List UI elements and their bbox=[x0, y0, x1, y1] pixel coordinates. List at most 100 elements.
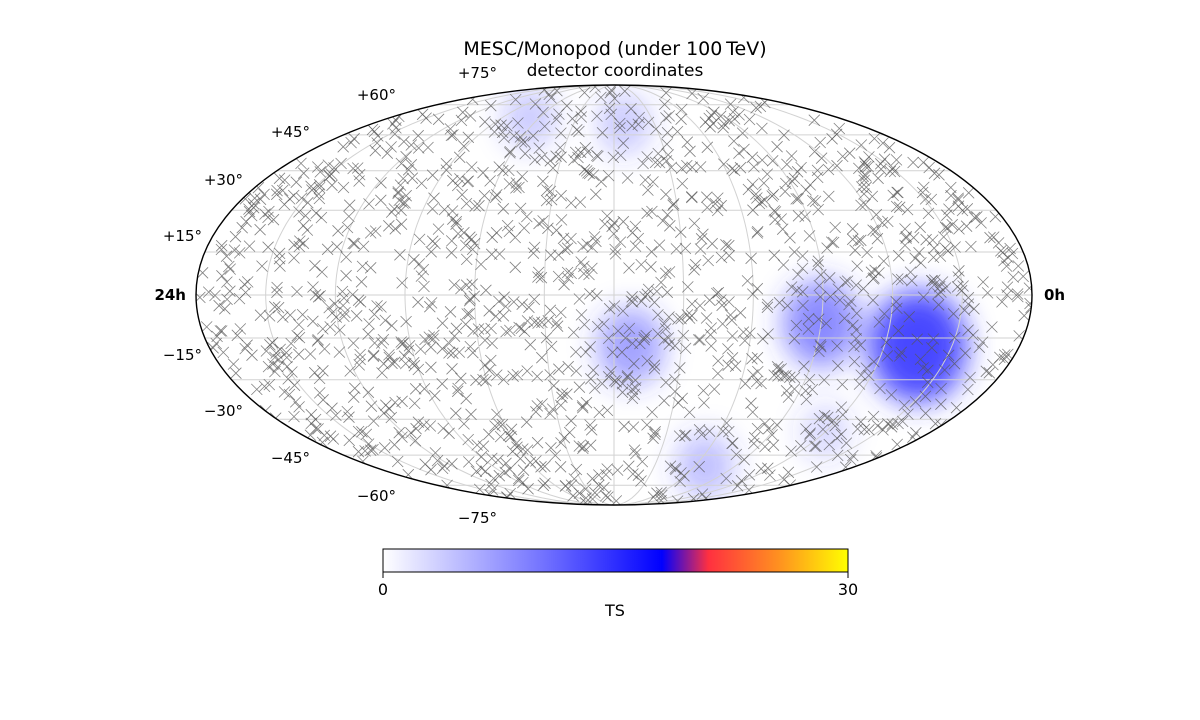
event-marker bbox=[330, 409, 342, 422]
event-marker bbox=[948, 331, 961, 344]
event-marker bbox=[520, 416, 533, 428]
event-marker bbox=[577, 240, 589, 253]
event-marker bbox=[578, 163, 591, 176]
event-marker bbox=[768, 369, 780, 381]
colorbar-gradient bbox=[382, 548, 849, 573]
event-marker bbox=[291, 285, 303, 298]
event-marker bbox=[555, 127, 567, 139]
event-marker bbox=[790, 319, 803, 332]
event-marker bbox=[313, 387, 326, 399]
event-marker bbox=[809, 195, 822, 208]
event-marker bbox=[555, 189, 567, 202]
event-marker bbox=[980, 365, 993, 378]
event-marker bbox=[868, 355, 880, 368]
event-marker bbox=[724, 309, 737, 321]
event-marker bbox=[518, 222, 530, 234]
event-marker bbox=[791, 166, 804, 178]
event-marker bbox=[436, 317, 449, 329]
event-marker bbox=[747, 369, 759, 381]
event-marker bbox=[846, 223, 859, 235]
event-marker bbox=[865, 266, 878, 278]
event-marker bbox=[728, 113, 741, 125]
event-marker bbox=[466, 278, 478, 290]
event-marker bbox=[766, 155, 779, 167]
event-marker bbox=[437, 422, 449, 435]
event-marker bbox=[282, 373, 294, 385]
event-marker bbox=[616, 386, 629, 399]
event-marker bbox=[402, 164, 415, 176]
event-marker bbox=[831, 340, 843, 352]
event-marker bbox=[343, 411, 355, 423]
event-marker bbox=[211, 330, 223, 343]
event-marker bbox=[675, 162, 688, 175]
event-marker bbox=[375, 337, 388, 349]
event-marker bbox=[368, 125, 381, 138]
event-marker bbox=[584, 419, 596, 431]
event-marker bbox=[313, 372, 326, 385]
event-marker bbox=[626, 120, 638, 132]
event-marker bbox=[395, 157, 408, 170]
event-marker bbox=[485, 248, 498, 261]
event-marker bbox=[641, 288, 654, 301]
event-marker bbox=[429, 447, 442, 459]
event-marker bbox=[670, 243, 683, 255]
event-marker bbox=[513, 472, 525, 485]
event-marker bbox=[400, 189, 412, 202]
event-marker bbox=[213, 299, 225, 312]
event-marker bbox=[247, 201, 260, 214]
event-marker bbox=[785, 281, 798, 293]
event-marker bbox=[984, 231, 996, 244]
event-marker bbox=[653, 239, 666, 251]
event-marker bbox=[697, 92, 709, 105]
event-marker bbox=[383, 220, 395, 232]
event-marker bbox=[867, 273, 879, 285]
event-marker bbox=[321, 243, 334, 256]
event-marker bbox=[616, 346, 628, 358]
event-marker bbox=[429, 389, 441, 402]
event-marker bbox=[562, 272, 574, 285]
event-marker bbox=[803, 230, 816, 242]
event-marker bbox=[607, 151, 620, 164]
event-marker bbox=[662, 149, 674, 161]
event-marker bbox=[945, 181, 957, 194]
event-marker bbox=[487, 472, 500, 485]
event-marker bbox=[606, 220, 618, 233]
event-marker bbox=[701, 141, 714, 154]
event-marker bbox=[892, 324, 905, 337]
event-marker bbox=[544, 185, 557, 198]
event-marker bbox=[293, 401, 305, 413]
event-marker bbox=[602, 332, 615, 345]
event-marker bbox=[323, 170, 336, 182]
event-marker bbox=[686, 298, 698, 310]
event-marker bbox=[811, 171, 824, 184]
event-marker bbox=[288, 410, 300, 423]
event-marker bbox=[639, 174, 652, 186]
event-marker bbox=[1017, 270, 1029, 283]
event-marker bbox=[632, 469, 645, 481]
event-marker bbox=[958, 304, 971, 316]
event-marker bbox=[700, 312, 713, 324]
event-marker bbox=[385, 411, 398, 424]
event-marker bbox=[369, 225, 382, 237]
dec-label-p60: +60° bbox=[357, 86, 396, 104]
event-marker bbox=[701, 191, 713, 203]
event-marker bbox=[313, 192, 326, 205]
event-marker bbox=[504, 145, 516, 158]
event-marker bbox=[383, 351, 396, 364]
event-marker bbox=[509, 231, 521, 244]
event-marker bbox=[932, 288, 944, 300]
event-marker bbox=[771, 140, 783, 153]
event-marker bbox=[348, 237, 361, 250]
event-marker bbox=[464, 110, 477, 122]
event-marker bbox=[467, 325, 479, 338]
event-marker bbox=[935, 398, 947, 410]
event-marker bbox=[659, 323, 672, 335]
event-marker bbox=[362, 438, 375, 450]
event-marker bbox=[425, 463, 437, 476]
event-marker bbox=[399, 357, 412, 370]
event-marker bbox=[601, 463, 613, 475]
event-marker bbox=[1002, 348, 1014, 361]
event-marker bbox=[726, 352, 739, 364]
event-marker bbox=[290, 176, 303, 188]
event-marker bbox=[347, 337, 360, 349]
